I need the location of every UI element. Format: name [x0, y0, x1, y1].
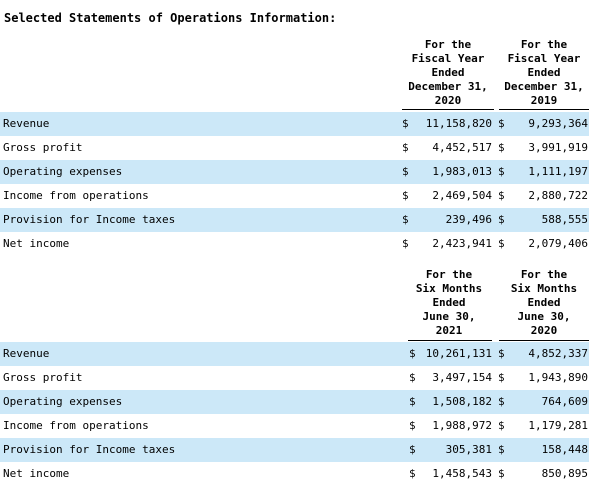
- value-cell: 9,293,364: [528, 117, 588, 130]
- currency-symbol: $: [498, 371, 505, 384]
- value-cell: 3,991,919: [528, 141, 588, 154]
- value-cell: 1,943,890: [528, 371, 588, 384]
- value-cell: 2,880,722: [528, 189, 588, 202]
- table-row: Provision for Income taxes $ 239,496 $ 5…: [0, 208, 589, 232]
- value-cell: 2,079,406: [528, 237, 588, 250]
- row-label: Income from operations: [3, 189, 149, 202]
- value-cell: 4,452,517: [432, 141, 492, 154]
- currency-symbol: $: [409, 443, 416, 456]
- value-cell: 1,988,972: [432, 419, 492, 432]
- currency-symbol: $: [409, 371, 416, 384]
- table-row: Revenue $ 10,261,131 $ 4,852,337: [0, 342, 589, 366]
- currency-symbol: $: [498, 213, 505, 226]
- currency-symbol: $: [402, 165, 409, 178]
- header-underline: [499, 109, 589, 110]
- table-row: Income from operations $ 2,469,504 $ 2,8…: [0, 184, 589, 208]
- value-cell: 2,423,941: [432, 237, 492, 250]
- currency-symbol: $: [498, 443, 505, 456]
- column-header-fy2020: For the Fiscal Year Ended December 31, 2…: [408, 38, 488, 107]
- row-label: Operating expenses: [3, 395, 123, 408]
- value-cell: 4,852,337: [528, 347, 588, 360]
- table-row: Gross profit $ 3,497,154 $ 1,943,890: [0, 366, 589, 390]
- value-cell: 239,496: [445, 213, 492, 226]
- currency-symbol: $: [409, 347, 416, 360]
- currency-symbol: $: [498, 419, 505, 432]
- value-cell: 1,458,543: [432, 467, 492, 480]
- table-row: Operating expenses $ 1,983,013 $ 1,111,1…: [0, 160, 589, 184]
- table-row: Operating expenses $ 1,508,182 $ 764,609: [0, 390, 589, 414]
- value-cell: 3,497,154: [432, 371, 492, 384]
- currency-symbol: $: [498, 141, 505, 154]
- table-row: Provision for Income taxes $ 305,381 $ 1…: [0, 438, 589, 462]
- row-label: Revenue: [3, 117, 50, 130]
- currency-symbol: $: [402, 237, 409, 250]
- currency-symbol: $: [498, 395, 505, 408]
- value-cell: 11,158,820: [425, 117, 492, 130]
- currency-symbol: $: [409, 467, 416, 480]
- header-underline: [499, 340, 589, 341]
- value-cell: 10,261,131: [425, 347, 492, 360]
- table-row: Income from operations $ 1,988,972 $ 1,1…: [0, 414, 589, 438]
- header-underline: [402, 109, 494, 110]
- row-label: Provision for Income taxes: [3, 443, 176, 456]
- value-cell: 764,609: [541, 395, 588, 408]
- value-cell: 158,448: [541, 443, 588, 456]
- row-label: Provision for Income taxes: [3, 213, 176, 226]
- row-label: Net income: [3, 237, 70, 250]
- currency-symbol: $: [409, 395, 416, 408]
- table-row: Gross profit $ 4,452,517 $ 3,991,919: [0, 136, 589, 160]
- value-cell: 1,111,197: [528, 165, 588, 178]
- currency-symbol: $: [498, 467, 505, 480]
- currency-symbol: $: [498, 347, 505, 360]
- currency-symbol: $: [402, 189, 409, 202]
- value-cell: 305,381: [445, 443, 492, 456]
- currency-symbol: $: [402, 117, 409, 130]
- currency-symbol: $: [498, 237, 505, 250]
- table-row: Net income $ 2,423,941 $ 2,079,406: [0, 232, 589, 256]
- row-label: Income from operations: [3, 419, 149, 432]
- currency-symbol: $: [498, 189, 505, 202]
- row-label: Net income: [3, 467, 70, 480]
- row-label: Gross profit: [3, 371, 83, 384]
- row-label: Gross profit: [3, 141, 83, 154]
- value-cell: 850,895: [541, 467, 588, 480]
- value-cell: 1,179,281: [528, 419, 588, 432]
- currency-symbol: $: [402, 213, 409, 226]
- column-header-6m2020: For the Six Months Ended June 30, 2020: [510, 268, 578, 337]
- currency-symbol: $: [498, 165, 505, 178]
- page-title: Selected Statements of Operations Inform…: [4, 11, 337, 25]
- column-header-fy2019: For the Fiscal Year Ended December 31, 2…: [504, 38, 584, 107]
- currency-symbol: $: [409, 419, 416, 432]
- value-cell: 588,555: [541, 213, 588, 226]
- row-label: Revenue: [3, 347, 50, 360]
- table-row: Revenue $ 11,158,820 $ 9,293,364: [0, 112, 589, 136]
- value-cell: 2,469,504: [432, 189, 492, 202]
- value-cell: 1,983,013: [432, 165, 492, 178]
- value-cell: 1,508,182: [432, 395, 492, 408]
- column-header-6m2021: For the Six Months Ended June 30, 2021: [415, 268, 483, 337]
- row-label: Operating expenses: [3, 165, 123, 178]
- table-row: Net income $ 1,458,543 $ 850,895: [0, 462, 589, 486]
- currency-symbol: $: [498, 117, 505, 130]
- header-underline: [408, 340, 492, 341]
- currency-symbol: $: [402, 141, 409, 154]
